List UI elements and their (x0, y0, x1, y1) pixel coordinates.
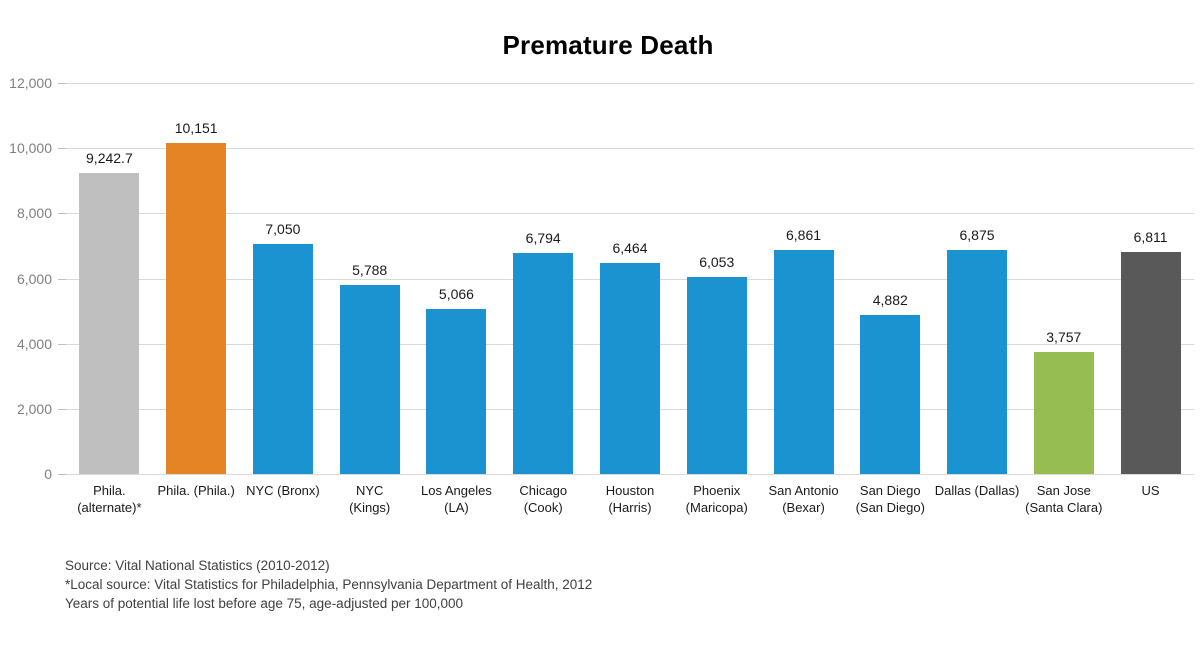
bar-value-label: 3,757 (1046, 328, 1082, 345)
bar (773, 250, 834, 474)
bar (860, 314, 921, 474)
bar-column: 7,050 (240, 83, 327, 474)
bar-column: 5,788 (326, 83, 413, 474)
x-axis-label: Los Angeles (LA) (421, 483, 492, 515)
bar (252, 244, 313, 474)
bar-value-label: 6,794 (525, 229, 561, 246)
x-axis-label: Phoenix (Maricopa) (685, 483, 748, 515)
x-axis-label: Chicago (Cook) (519, 483, 568, 515)
bar-column: 5,066 (413, 83, 500, 474)
bar-column: 9,242.7 (66, 83, 153, 474)
bar-value-label: 6,464 (612, 240, 648, 257)
x-axis-label: Dallas (Dallas) (934, 483, 1020, 498)
x-axis-labels: Phila. (alternate)* Phila. (Phila.) NYC (B… (66, 482, 1194, 516)
x-axis-label: NYC (Kings) (349, 483, 391, 515)
bar-column: 6,875 (934, 83, 1021, 474)
y-axis-tick (58, 344, 66, 345)
y-axis-label: 12,000 (9, 75, 52, 91)
x-axis-label: Phila. (Phila.) (157, 483, 235, 498)
x-axis-label: Houston (Harris) (605, 483, 655, 515)
bar (166, 143, 227, 474)
bar-column: 3,757 (1020, 83, 1107, 474)
bar (599, 263, 660, 474)
x-axis-label: Phila. (alternate)* (77, 483, 142, 515)
bar (426, 308, 487, 474)
bar (79, 172, 140, 474)
y-axis-label: 4,000 (16, 336, 52, 352)
y-axis-tick (58, 213, 66, 214)
y-axis-tick (58, 279, 66, 280)
bar-column: 4,882 (847, 83, 934, 474)
bar (513, 252, 574, 474)
bar-value-label: 10,151 (174, 120, 218, 137)
x-axis-label: San Jose (Santa Clara) (1025, 483, 1103, 515)
bar-columns: 9,242.7 10,151 7,050 5,788 5,066 6,794 6,464 6,… (66, 83, 1194, 474)
gridline (66, 83, 1194, 84)
gridline (66, 148, 1194, 149)
bar-column: 6,464 (587, 83, 674, 474)
y-axis-tick (58, 409, 66, 410)
bar-value-label: 6,875 (959, 227, 995, 243)
gridline (66, 474, 1194, 475)
bar-value-label: 5,788 (352, 262, 388, 279)
y-axis-tick (58, 148, 66, 149)
y-axis-label: 0 (44, 466, 52, 482)
bar-value-label: 9,242.7 (86, 149, 133, 166)
footnote-definition: Years of potential life lost before age … (65, 596, 464, 611)
y-axis-tick (58, 474, 66, 475)
bar-column: 6,811 (1107, 83, 1194, 474)
bar (947, 250, 1008, 474)
y-axis-label: 8,000 (16, 205, 52, 221)
bar-value-label: 5,066 (438, 285, 474, 302)
y-axis-tick (58, 83, 66, 84)
x-axis-label: US (1141, 483, 1160, 498)
bar-column: 6,861 (760, 83, 847, 474)
bar (339, 285, 400, 474)
footnote-local-source: *Local source: Vital Statistics for Phil… (65, 577, 593, 592)
bar (1120, 252, 1181, 474)
bar-column: 6,794 (500, 83, 587, 474)
bar-column: 10,151 (153, 83, 240, 474)
bar-value-label: 6,811 (1133, 229, 1168, 246)
x-axis-label: NYC (Bronx) (246, 483, 320, 498)
bar-value-label: 4,882 (872, 291, 908, 308)
bar (686, 276, 747, 474)
x-axis-label: San Antonio (Bexar) (768, 483, 839, 515)
footnotes: Source: Vital National Statistics (2010-… (65, 556, 592, 613)
bar-column: 6,053 (673, 83, 760, 474)
plot-area: 12,000 10,000 8,000 6,000 4,000 2,000 0 9,242.… (9, 75, 1194, 482)
bar-value-label: 7,050 (265, 221, 301, 238)
bar (1033, 351, 1094, 474)
gridline (66, 213, 1194, 214)
footnote-source: Source: Vital National Statistics (2010-… (65, 558, 330, 573)
y-axis-label: 2,000 (16, 401, 52, 417)
chart-title: Premature Death (502, 30, 714, 60)
y-axis-label: 10,000 (9, 140, 52, 156)
x-axis-label: San Diego (San Diego) (855, 483, 925, 515)
bar-value-label: 6,053 (699, 253, 735, 270)
y-axis-label: 6,000 (16, 271, 52, 287)
bar-value-label: 6,861 (785, 227, 822, 244)
